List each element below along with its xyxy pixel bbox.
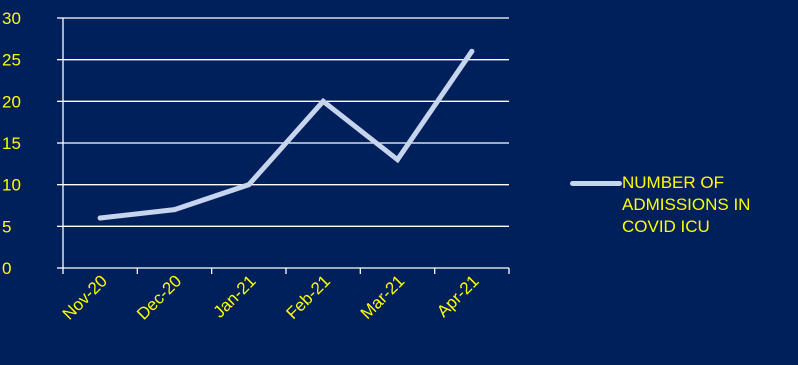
x-tick-label-Nov-20: Nov-20 (59, 271, 111, 323)
x-tick-label-Feb-21: Feb-21 (282, 271, 334, 323)
x-tick-label-Mar-21: Mar-21 (357, 271, 409, 323)
y-tick-label-20: 20 (2, 92, 21, 111)
legend-label: NUMBER OF ADMISSIONS IN COVID ICU (622, 173, 751, 236)
data-point-Mar-21 (395, 157, 400, 163)
x-tick-label-Apr-21: Apr-21 (433, 271, 483, 321)
legend-swatch (570, 181, 622, 186)
x-tick-label-Dec-20: Dec-20 (133, 271, 185, 323)
data-point-Jan-21 (246, 182, 252, 188)
y-tick-label-10: 10 (2, 176, 21, 195)
y-tick-label-15: 15 (2, 134, 21, 153)
y-tick-label-0: 0 (2, 259, 11, 278)
series-line-0 (97, 48, 475, 221)
x-tick-label-Jan-21: Jan-21 (209, 271, 259, 321)
legend: NUMBER OF ADMISSIONS IN COVID ICU (570, 172, 792, 238)
y-tick-label-5: 5 (2, 217, 11, 236)
y-tick-label-25: 25 (2, 51, 21, 70)
data-point-Apr-21 (469, 48, 475, 54)
data-point-Feb-21 (320, 98, 326, 104)
y-tick-label-30: 30 (2, 9, 21, 28)
data-point-Nov-20 (97, 215, 103, 221)
data-point-Dec-20 (172, 207, 177, 213)
